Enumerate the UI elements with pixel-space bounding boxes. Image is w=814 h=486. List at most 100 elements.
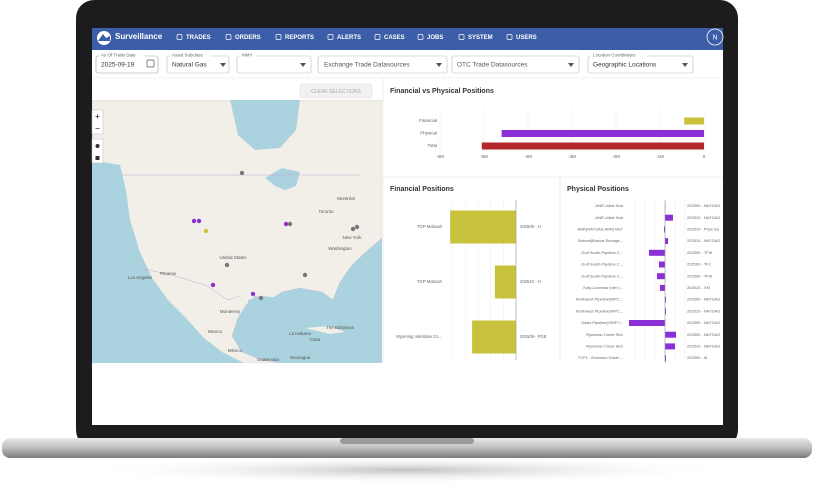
zoom-in[interactable]: + (95, 112, 100, 121)
brand[interactable]: Surveillance (115, 32, 163, 41)
contract-label: 202510 - NATGAS (687, 215, 720, 220)
place: The Bahamas (326, 325, 355, 330)
draw-polygon[interactable] (95, 144, 100, 148)
calendar-icon[interactable] (146, 59, 155, 68)
pin[interactable] (287, 221, 293, 227)
bar[interactable] (660, 284, 665, 291)
pin[interactable] (224, 262, 230, 268)
bar[interactable] (664, 226, 665, 233)
contract-label: 202509 - PGE (520, 334, 547, 339)
dropdown-arrow (220, 63, 226, 67)
bar[interactable] (494, 265, 516, 299)
category-label: Oasis Pipeline(OWP f... (581, 320, 623, 325)
contract-label: 202510 - NATGAS (687, 308, 720, 313)
clear-button[interactable] (299, 83, 373, 99)
bar[interactable] (629, 320, 665, 326)
category-label: TGP-Mahoah (417, 224, 443, 229)
category-label: Ryckman Creek Stor (586, 343, 624, 348)
pin[interactable] (210, 282, 216, 288)
map[interactable] (92, 100, 382, 363)
category-label: Bobcat(Bobcat Storage... (578, 238, 623, 243)
select[interactable] (236, 55, 312, 74)
dropdown-arrow (682, 63, 688, 67)
bar[interactable] (657, 273, 665, 280)
nav-icon (506, 34, 513, 40)
bar[interactable] (501, 130, 704, 137)
bar[interactable] (665, 296, 666, 303)
pin[interactable] (258, 295, 264, 301)
contract-label: 202509 - TFM (687, 273, 712, 278)
nav-item[interactable]: CASES (384, 35, 405, 41)
x-tick-label: -3M (568, 154, 576, 159)
pin[interactable] (354, 224, 360, 230)
bar[interactable] (665, 214, 673, 221)
pin[interactable] (350, 226, 356, 232)
nav-item[interactable]: REPORTS (285, 35, 314, 41)
category-label: Ryckman Creek Stor (586, 332, 624, 337)
category-label: Financial (419, 118, 437, 123)
pin[interactable] (239, 170, 245, 176)
contract-label: 202509 - NATGAS (687, 203, 720, 208)
place: Monterrey (220, 309, 241, 314)
place: New York (342, 235, 362, 240)
chart-title: Financial Positions (390, 186, 454, 193)
place: Guatemala (257, 357, 280, 362)
label-bg (591, 53, 647, 58)
contract-label: 202510 - XEI (687, 285, 710, 290)
bar[interactable] (450, 210, 516, 244)
bar[interactable] (665, 238, 668, 245)
contract-label: 202509 - H (520, 224, 541, 229)
contract-label: 202509 - M (687, 355, 707, 360)
contract-label: 202510 - H (520, 279, 541, 284)
dropdown-arrow (300, 63, 306, 67)
nav-item[interactable]: JOBS (427, 35, 443, 41)
pin[interactable] (191, 218, 197, 224)
bar[interactable] (665, 308, 666, 315)
category-label: ANR(NATGAS,ANR) MLT (577, 226, 623, 231)
nav-item[interactable]: USERS (516, 35, 537, 41)
pin[interactable] (250, 291, 256, 297)
pin[interactable] (302, 272, 308, 278)
bar[interactable] (665, 343, 675, 350)
category-label: Gulf South Pipeline C... (581, 273, 623, 278)
draw-rect[interactable] (95, 156, 100, 160)
pin[interactable] (203, 228, 209, 234)
pin[interactable] (196, 218, 202, 224)
category-label: Katy-Lonestar Inter [... (583, 285, 623, 290)
nav-icon (374, 34, 381, 40)
zoom-out[interactable]: − (95, 124, 100, 133)
nav-item[interactable]: ORDERS (235, 35, 261, 41)
filter-value: OTC Trade Datasources (457, 62, 528, 69)
notch (340, 438, 474, 444)
category-label: Northwest Pipeline(WPC... (576, 308, 623, 313)
select[interactable] (451, 55, 580, 74)
nav-icon (327, 34, 334, 40)
place: México (228, 348, 243, 353)
filter-label: Location Coordinates (593, 53, 636, 58)
place: United States (219, 255, 247, 260)
bar[interactable] (665, 331, 676, 338)
bar[interactable] (684, 117, 704, 125)
draw-box (91, 138, 104, 164)
x-tick-label: 0 (703, 154, 706, 159)
label-bg (240, 53, 256, 58)
nav-icon (275, 34, 282, 40)
bar[interactable] (665, 355, 666, 362)
bar[interactable] (472, 320, 516, 354)
shadow (77, 456, 737, 484)
nav-item[interactable]: ALERTS (337, 35, 361, 41)
nav-item[interactable]: TRADES (186, 35, 211, 41)
filter-value: Geographic Locations (593, 62, 657, 69)
select[interactable] (317, 55, 448, 74)
nav-item[interactable]: SYSTEM (468, 35, 493, 41)
bar[interactable] (659, 261, 665, 268)
pin[interactable] (283, 221, 289, 227)
place: Phoenix (160, 271, 177, 276)
bar[interactable] (649, 249, 665, 256)
bar[interactable] (481, 142, 704, 150)
avatar[interactable] (706, 28, 724, 46)
filter-value: Exchange Trade Datasources (324, 62, 410, 69)
filter-value: 2025-09-19 (101, 62, 135, 69)
label-bg (99, 53, 145, 58)
